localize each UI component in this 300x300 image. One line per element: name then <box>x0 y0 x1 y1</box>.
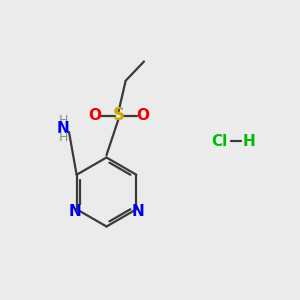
Text: Cl: Cl <box>211 134 227 148</box>
Text: H: H <box>243 134 255 148</box>
Text: O: O <box>136 108 149 123</box>
Text: O: O <box>88 108 101 123</box>
Text: N: N <box>57 121 69 136</box>
Text: N: N <box>131 204 144 219</box>
Text: H: H <box>58 131 68 144</box>
Text: N: N <box>69 204 82 219</box>
Text: H: H <box>58 114 68 127</box>
Text: S: S <box>112 106 124 124</box>
